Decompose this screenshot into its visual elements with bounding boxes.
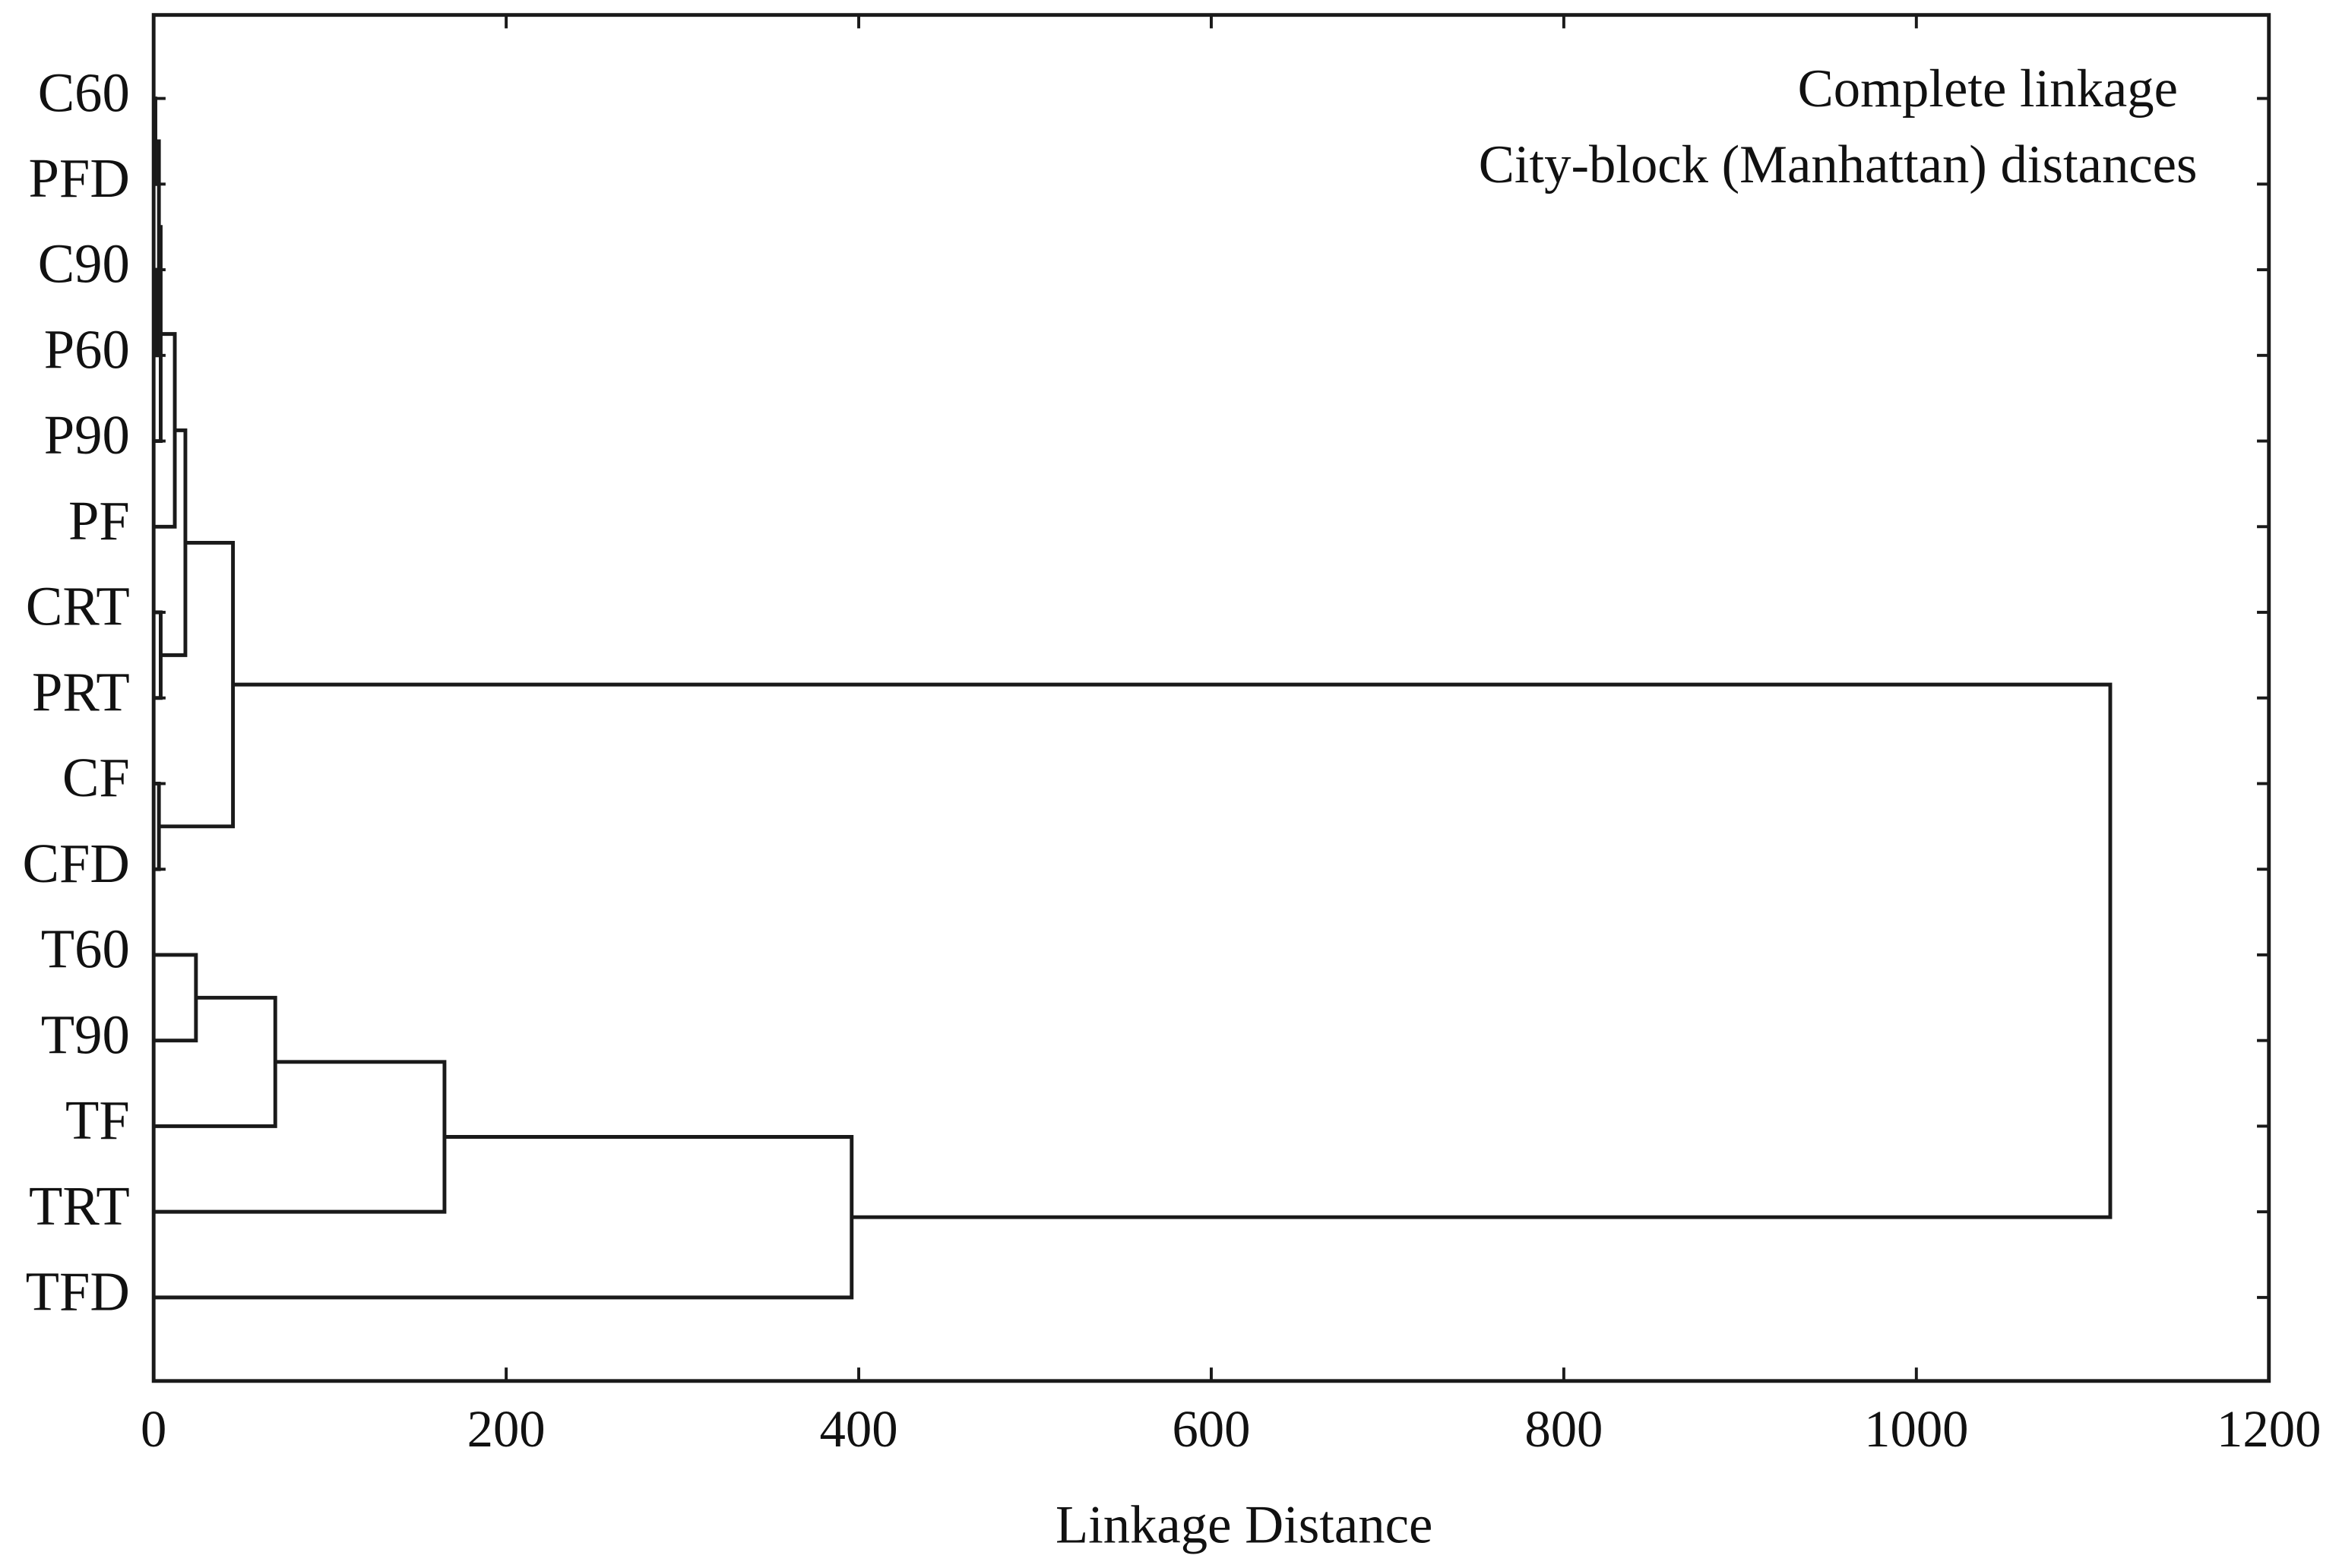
x-axis-label: Linkage Distance xyxy=(1056,1495,1432,1554)
dendrogram-link xyxy=(154,953,198,1043)
leaf-label: P90 xyxy=(44,404,130,466)
dendrogram-link xyxy=(159,540,236,829)
leaf-label: PFD xyxy=(29,147,130,209)
leaf-label: C90 xyxy=(38,233,130,295)
x-tick-label: 800 xyxy=(1524,1400,1603,1458)
dendrogram-link xyxy=(154,267,160,358)
annotation: City-block (Manhattan) distances xyxy=(1479,135,2198,194)
leaf-label: P60 xyxy=(44,318,130,380)
leaf-label: CF xyxy=(62,747,130,808)
annotation: Complete linkage xyxy=(1798,59,2178,119)
leaf-label: CFD xyxy=(23,833,130,894)
leaf-label: TF xyxy=(65,1089,130,1151)
x-tick-label: 0 xyxy=(141,1400,166,1458)
leaf-label: T60 xyxy=(41,918,130,980)
dendrogram-link xyxy=(154,96,157,186)
x-tick-label: 600 xyxy=(1172,1400,1250,1458)
dendrogram-link xyxy=(154,1135,854,1300)
x-tick-label: 1200 xyxy=(2217,1400,2321,1458)
dendrogram-link xyxy=(154,1060,447,1214)
dendrogram-link xyxy=(154,332,177,529)
leaf-label: CRT xyxy=(26,576,130,637)
leaf-label: PF xyxy=(68,490,130,552)
leaf-label: TRT xyxy=(29,1175,130,1237)
dendrogram-link xyxy=(154,995,277,1128)
dendrogram-link xyxy=(233,682,2113,1219)
leaf-label: T90 xyxy=(41,1004,130,1065)
leaf-label: C60 xyxy=(38,62,130,123)
leaf-label: PRT xyxy=(32,661,130,722)
x-tick-label: 200 xyxy=(467,1400,546,1458)
x-tick-label: 1000 xyxy=(1864,1400,1968,1458)
leaf-label: TFD xyxy=(26,1261,130,1323)
plot-frame xyxy=(151,13,2271,1383)
x-tick-label: 400 xyxy=(820,1400,898,1458)
